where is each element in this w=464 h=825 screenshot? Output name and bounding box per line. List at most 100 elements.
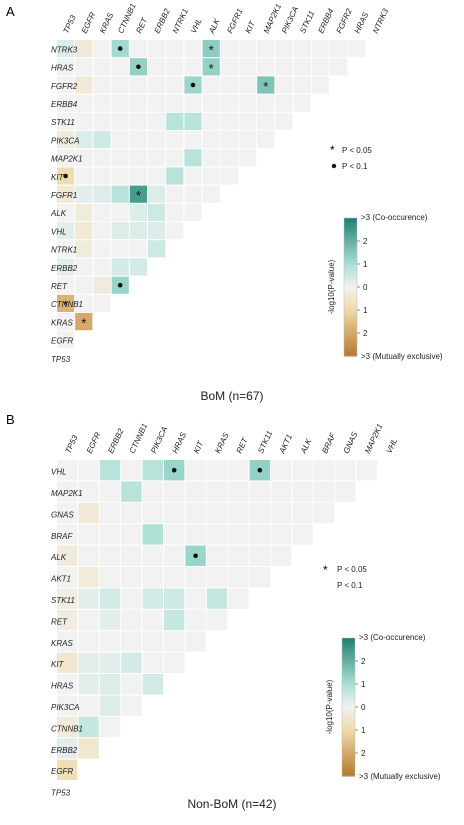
- heatmap-cell: [57, 185, 75, 203]
- colorbar-segment: [344, 227, 357, 231]
- asterisk-symbol: *: [323, 563, 328, 577]
- heatmap-cell: [311, 58, 329, 76]
- significance-asterisk: *: [63, 297, 68, 312]
- row-label-kras: KRAS: [51, 639, 73, 648]
- heatmap-cell: [220, 58, 238, 76]
- colorbar-segment: [344, 252, 357, 256]
- heatmap-cell: [57, 502, 78, 524]
- heatmap-cell: [239, 40, 257, 58]
- row-label-tp53: TP53: [51, 355, 71, 364]
- heatmap-cell: [142, 567, 163, 588]
- heatmap-cell: [78, 481, 99, 502]
- heatmap-cell: [148, 167, 166, 185]
- heatmap-cell: [57, 203, 75, 221]
- row-label-vhl: VHL: [51, 468, 67, 477]
- heatmap-cell: [111, 76, 129, 94]
- heatmap-cell: [111, 167, 129, 185]
- heatmap-cell: [129, 203, 147, 221]
- heatmap-cell: [57, 112, 75, 130]
- heatmap-cell: [166, 167, 184, 185]
- panel-a: A NTRK3 HRAS FGFR2 ERBB4 STK11 PIK3CA MAP2K1 KI…: [0, 0, 464, 410]
- heatmap-cell: [111, 185, 129, 203]
- heatmap-cell: [111, 112, 129, 130]
- colorbar-tick-label: 2: [363, 329, 368, 338]
- heatmap-cell: [166, 76, 184, 94]
- heatmap-cell: [78, 609, 99, 631]
- heatmap-cell: [185, 588, 206, 609]
- heatmap-cell: [93, 112, 111, 130]
- column-label-kras: KRAS: [213, 431, 231, 455]
- significance-asterisk: *: [81, 316, 86, 331]
- heatmap-cell: [239, 94, 257, 112]
- colorbar-segment: [342, 725, 355, 729]
- heatmap-cell: [184, 185, 202, 203]
- row-label-tp53: TP53: [51, 789, 71, 798]
- heatmap-cell: [202, 112, 220, 130]
- row-label-pik3ca: PIK3CA: [51, 136, 79, 145]
- heatmap-cell: [292, 460, 313, 481]
- heatmap-cell: [75, 313, 93, 331]
- colorbar-segment: [344, 353, 357, 357]
- colorbar-segment: [344, 351, 357, 355]
- heatmap-cell: [228, 545, 249, 566]
- colorbar-segment: [342, 718, 355, 722]
- heatmap-cell: [57, 524, 78, 545]
- colorbar-tick-label: 2: [361, 749, 366, 758]
- heatmap-cell: [164, 652, 185, 673]
- heatmap-cell: [202, 58, 220, 76]
- heatmap-cell: [148, 240, 166, 258]
- heatmap-cell: [57, 738, 78, 759]
- row-label-hras: HRAS: [51, 682, 74, 691]
- heatmap-cell: [75, 112, 93, 130]
- column-label-erbb2: ERBB2: [106, 427, 125, 455]
- heatmap-cell: [78, 545, 99, 566]
- heatmap-cell: [57, 567, 78, 588]
- heatmap-cell: [206, 502, 228, 524]
- colorbar-segment: [342, 766, 355, 770]
- heatmap-cell: [142, 674, 163, 695]
- colorbar-segment: [344, 250, 357, 254]
- colorbar-segment: [342, 697, 355, 701]
- heatmap-cell: [75, 294, 93, 312]
- heatmap-cell: [57, 674, 78, 695]
- colorbar-tick-label: 1: [363, 260, 368, 269]
- colorbar-segment: [344, 307, 357, 311]
- heatmap-cell: [220, 112, 238, 130]
- heatmap-cell: [111, 94, 129, 112]
- heatmap-cell: [111, 258, 129, 276]
- heatmap-cell: [129, 76, 147, 94]
- column-label-tp53: TP53: [63, 433, 79, 455]
- heatmap-cell: [184, 149, 202, 167]
- heatmap-cell: [166, 131, 184, 149]
- column-label-pik3ca: PIK3CA: [280, 5, 300, 35]
- heatmap-cell: [228, 567, 249, 588]
- heatmap-nonbom-svg: B VHLMAP2K1GNASBRAFALKAKT1STK11RETKRASKI…: [6, 412, 441, 811]
- heatmap-cells-bom: [57, 40, 366, 349]
- heatmap-cell: [228, 481, 249, 502]
- colorbar-segment: [342, 693, 355, 697]
- significance-dot: [117, 282, 123, 288]
- heatmap-cell: [93, 58, 111, 76]
- colorbar-segment: [342, 700, 355, 703]
- colorbar-segment: [342, 658, 355, 662]
- heatmap-cell: [185, 481, 206, 502]
- heatmap-cell: [78, 524, 99, 545]
- colorbar-segment: [344, 321, 357, 325]
- heatmap-cell: [166, 58, 184, 76]
- heatmap-cell: [57, 58, 75, 76]
- heatmap-cell: [166, 203, 184, 221]
- row-label-pik3ca: PIK3CA: [51, 703, 79, 712]
- heatmap-cell: [99, 674, 121, 695]
- heatmap-cell: [111, 203, 129, 221]
- heatmap-cell: [330, 58, 348, 76]
- heatmap-cell: [78, 674, 99, 695]
- heatmap-cell: [93, 40, 111, 58]
- colorbar-tick-label: 1: [363, 306, 368, 315]
- column-label-hras: HRAS: [170, 430, 188, 455]
- colorbar-segment: [342, 743, 355, 747]
- colorbar-segment: [342, 769, 355, 772]
- heatmap-cell: [78, 567, 99, 588]
- heatmap-cell: [129, 40, 147, 58]
- heatmap-cell: [228, 588, 249, 609]
- heatmap-cell: [57, 76, 75, 94]
